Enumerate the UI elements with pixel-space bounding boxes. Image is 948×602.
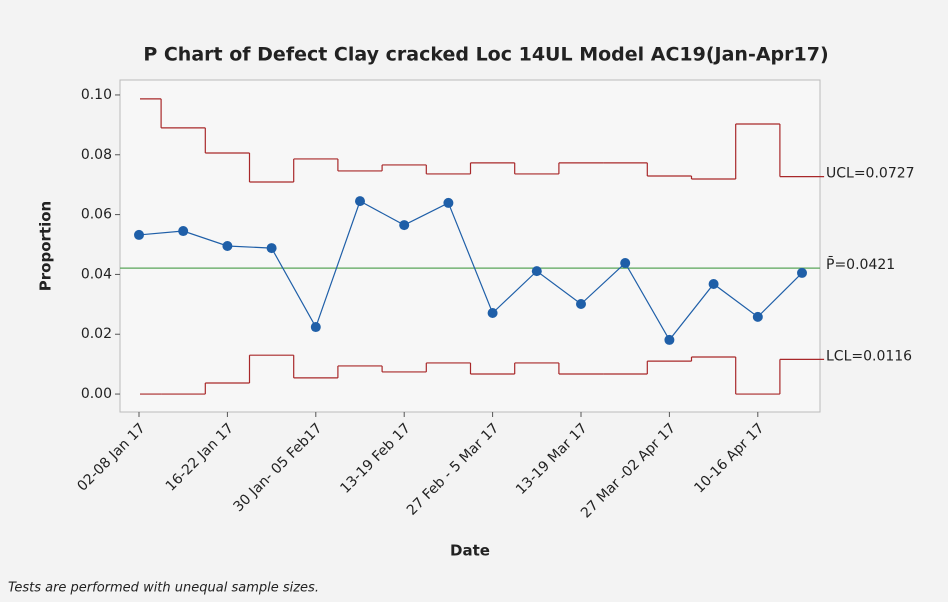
y-tick-label: 0.00 [81,386,112,402]
data-point [443,197,454,208]
chart-title: P Chart of Defect Clay cracked Loc 14UL … [143,44,828,66]
footnote: Tests are performed with unequal sample … [8,581,319,596]
y-tick-label: 0.10 [81,87,112,103]
x-axis-label: Date [450,542,490,560]
data-point [531,266,542,277]
y-axis-label: Proportion [37,201,55,291]
data-point [266,243,277,254]
data-point [797,267,807,278]
data-point [620,258,631,269]
data-point [664,334,675,345]
limit-label: P̄=0.0421 [826,256,895,274]
y-tick-label: 0.08 [81,147,112,163]
limit-label: LCL=0.0116 [826,348,912,364]
data-point [134,229,144,240]
data-point [576,299,586,310]
y-tick-label: 0.04 [81,266,112,282]
data-point [178,226,189,237]
data-point [399,220,410,231]
data-point [752,311,763,322]
data-line [138,200,803,341]
limit-label: UCL=0.0727 [826,166,915,182]
y-tick-label: 0.02 [81,326,112,342]
data-point [355,196,365,207]
y-tick-label: 0.06 [81,207,112,223]
data-point [708,278,719,289]
data-point [310,322,321,333]
data-point [487,307,498,318]
data-point [222,241,233,251]
